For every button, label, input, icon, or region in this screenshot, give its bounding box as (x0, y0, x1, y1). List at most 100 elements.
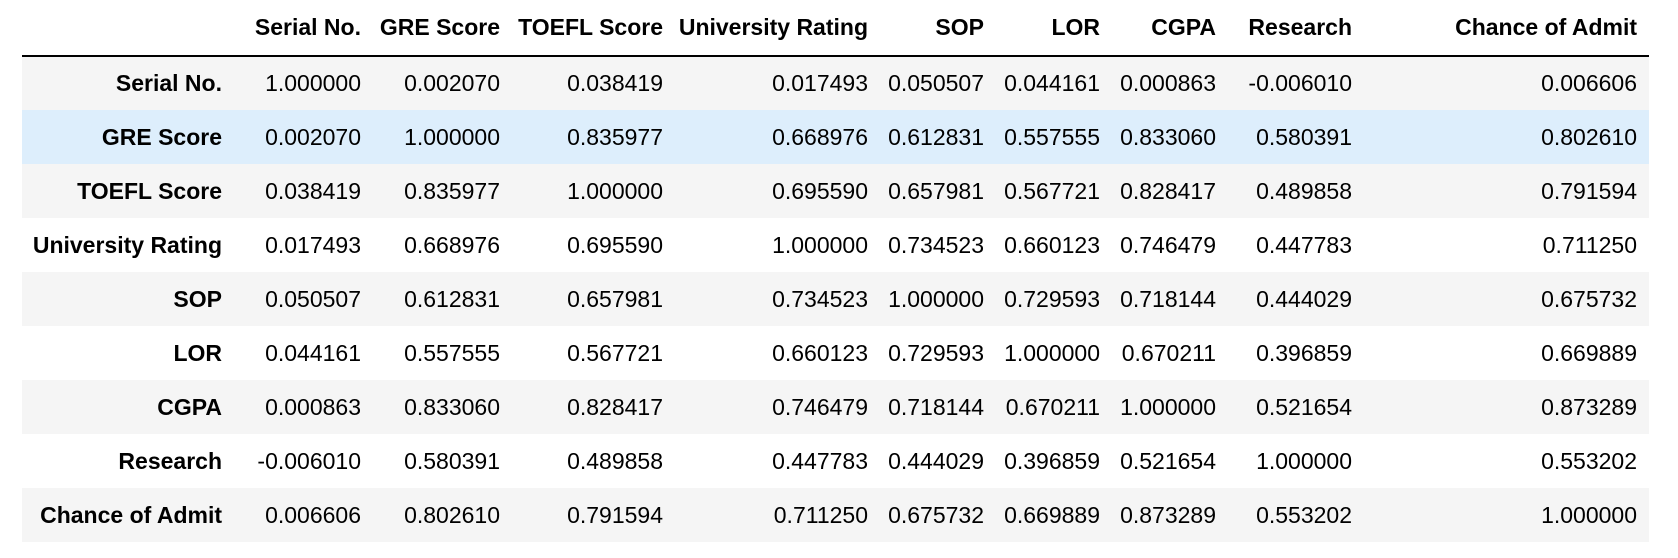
table-cell: 0.447783 (1256, 231, 1352, 258)
table-cell: 0.657981 (888, 177, 984, 204)
table-cell: 0.833060 (1120, 123, 1216, 150)
table-cell: 0.718144 (888, 393, 984, 420)
row-label: LOR (173, 339, 222, 366)
column-header: TOEFL Score (512, 0, 675, 57)
dataframe-container: Serial No. GRE Score TOEFL Score Univers… (22, 0, 1649, 542)
header-row: Serial No. GRE Score TOEFL Score Univers… (22, 0, 1649, 57)
table-cell: 0.580391 (1256, 123, 1352, 150)
table-row: Chance of Admit 0.006606 0.802610 0.7915… (22, 488, 1649, 542)
column-header: LOR (996, 0, 1112, 57)
table-cell: 0.396859 (1256, 339, 1352, 366)
table-cell: 0.038419 (567, 70, 663, 96)
table-cell: 0.670211 (1121, 339, 1216, 366)
table-row: CGPA 0.000863 0.833060 0.828417 0.746479… (22, 380, 1649, 434)
row-label: Chance of Admit (40, 501, 222, 528)
table-cell: -0.006010 (257, 447, 361, 474)
table-cell: 0.670211 (1005, 393, 1100, 420)
table-cell: 0.553202 (1256, 501, 1352, 528)
row-label: GRE Score (101, 123, 222, 150)
table-cell: 0.835977 (567, 123, 663, 150)
table-cell: 1.000000 (404, 123, 500, 150)
column-header: CGPA (1112, 0, 1228, 57)
table-cell: 0.711250 (1542, 231, 1637, 258)
table-row: University Rating 0.017493 0.668976 0.69… (22, 218, 1649, 272)
table-cell: 1.000000 (888, 285, 984, 312)
table-cell: 0.521654 (1120, 447, 1216, 474)
row-label: Research (118, 447, 222, 474)
table-cell: 0.873289 (1120, 501, 1216, 528)
table-cell: 0.675732 (888, 501, 984, 528)
table-cell: 0.000863 (1120, 70, 1216, 96)
table-cell: 0.660123 (1004, 231, 1100, 258)
table-cell: -0.006010 (1248, 70, 1352, 96)
table-cell: 0.711250 (773, 501, 868, 528)
table-cell: 0.802610 (404, 501, 500, 528)
table-cell: 1.000000 (265, 70, 361, 96)
table-cell: 0.669889 (1541, 339, 1637, 366)
table-cell: 0.729593 (1004, 285, 1100, 312)
table-cell: 0.444029 (888, 447, 984, 474)
table-cell: 0.002070 (404, 70, 500, 96)
table-cell: 0.675732 (1541, 285, 1637, 312)
table-cell: 0.002070 (265, 123, 361, 150)
column-header: SOP (880, 0, 996, 57)
table-cell: 1.000000 (567, 177, 663, 204)
table-row: Serial No. 1.000000 0.002070 0.038419 0.… (22, 56, 1649, 110)
table-cell: 0.729593 (888, 339, 984, 366)
table-cell: 0.567721 (567, 339, 663, 366)
table-cell: 0.833060 (404, 393, 500, 420)
column-header: University Rating (675, 0, 880, 57)
table-cell: 0.444029 (1256, 285, 1352, 312)
table-cell: 1.000000 (772, 231, 868, 258)
table-cell: 0.802610 (1541, 123, 1637, 150)
table-cell: 0.791594 (1541, 177, 1637, 204)
table-cell: 0.746479 (772, 393, 868, 420)
table-cell: 0.044161 (265, 339, 361, 366)
table-cell: 0.396859 (1004, 447, 1100, 474)
table-cell: 0.612831 (888, 123, 984, 150)
table-cell: 0.828417 (567, 393, 663, 420)
table-cell: 0.657981 (567, 285, 663, 312)
table-cell: 1.000000 (1256, 447, 1352, 474)
table-cell: 0.006606 (1541, 70, 1637, 96)
table-cell: 0.038419 (265, 177, 361, 204)
table-cell: 0.489858 (567, 447, 663, 474)
table-cell: 0.695590 (567, 231, 663, 258)
corner-header (22, 0, 234, 57)
column-header: Research (1228, 0, 1364, 57)
table-row: LOR 0.044161 0.557555 0.567721 0.660123 … (22, 326, 1649, 380)
table-cell: 0.567721 (1004, 177, 1100, 204)
column-header: Serial No. (234, 0, 373, 57)
table-cell: 0.695590 (772, 177, 868, 204)
table-cell: 0.557555 (1004, 123, 1100, 150)
table-cell: 0.050507 (265, 285, 361, 312)
table-cell: 0.521654 (1256, 393, 1352, 420)
table-cell: 0.734523 (888, 231, 984, 258)
table-cell: 0.791594 (567, 501, 663, 528)
table-cell: 1.000000 (1541, 501, 1637, 528)
table-cell: 0.718144 (1120, 285, 1216, 312)
table-row: SOP 0.050507 0.612831 0.657981 0.734523 … (22, 272, 1649, 326)
table-cell: 0.580391 (404, 447, 500, 474)
table-cell: 0.017493 (772, 70, 868, 96)
row-label: University Rating (32, 231, 222, 258)
table-cell: 0.050507 (888, 70, 984, 96)
table-cell: 0.669889 (1004, 501, 1100, 528)
table-row: Research -0.006010 0.580391 0.489858 0.4… (22, 434, 1649, 488)
table-cell: 0.044161 (1004, 70, 1100, 96)
table-cell: 0.873289 (1541, 393, 1637, 420)
correlation-table: Serial No. GRE Score TOEFL Score Univers… (22, 0, 1649, 542)
table-cell: 0.006606 (265, 501, 361, 528)
table-cell: 0.734523 (772, 285, 868, 312)
row-label: TOEFL Score (77, 177, 222, 204)
table-cell: 0.660123 (772, 339, 868, 366)
table-cell: 0.828417 (1120, 177, 1216, 204)
row-label: CGPA (157, 393, 222, 420)
table-row: TOEFL Score 0.038419 0.835977 1.000000 0… (22, 164, 1649, 218)
row-label: SOP (173, 285, 222, 312)
table-cell: 0.447783 (772, 447, 868, 474)
row-label: Serial No. (115, 70, 222, 96)
table-cell: 0.668976 (404, 231, 500, 258)
table-cell: 0.017493 (265, 231, 361, 258)
column-header: Chance of Admit (1364, 0, 1649, 57)
